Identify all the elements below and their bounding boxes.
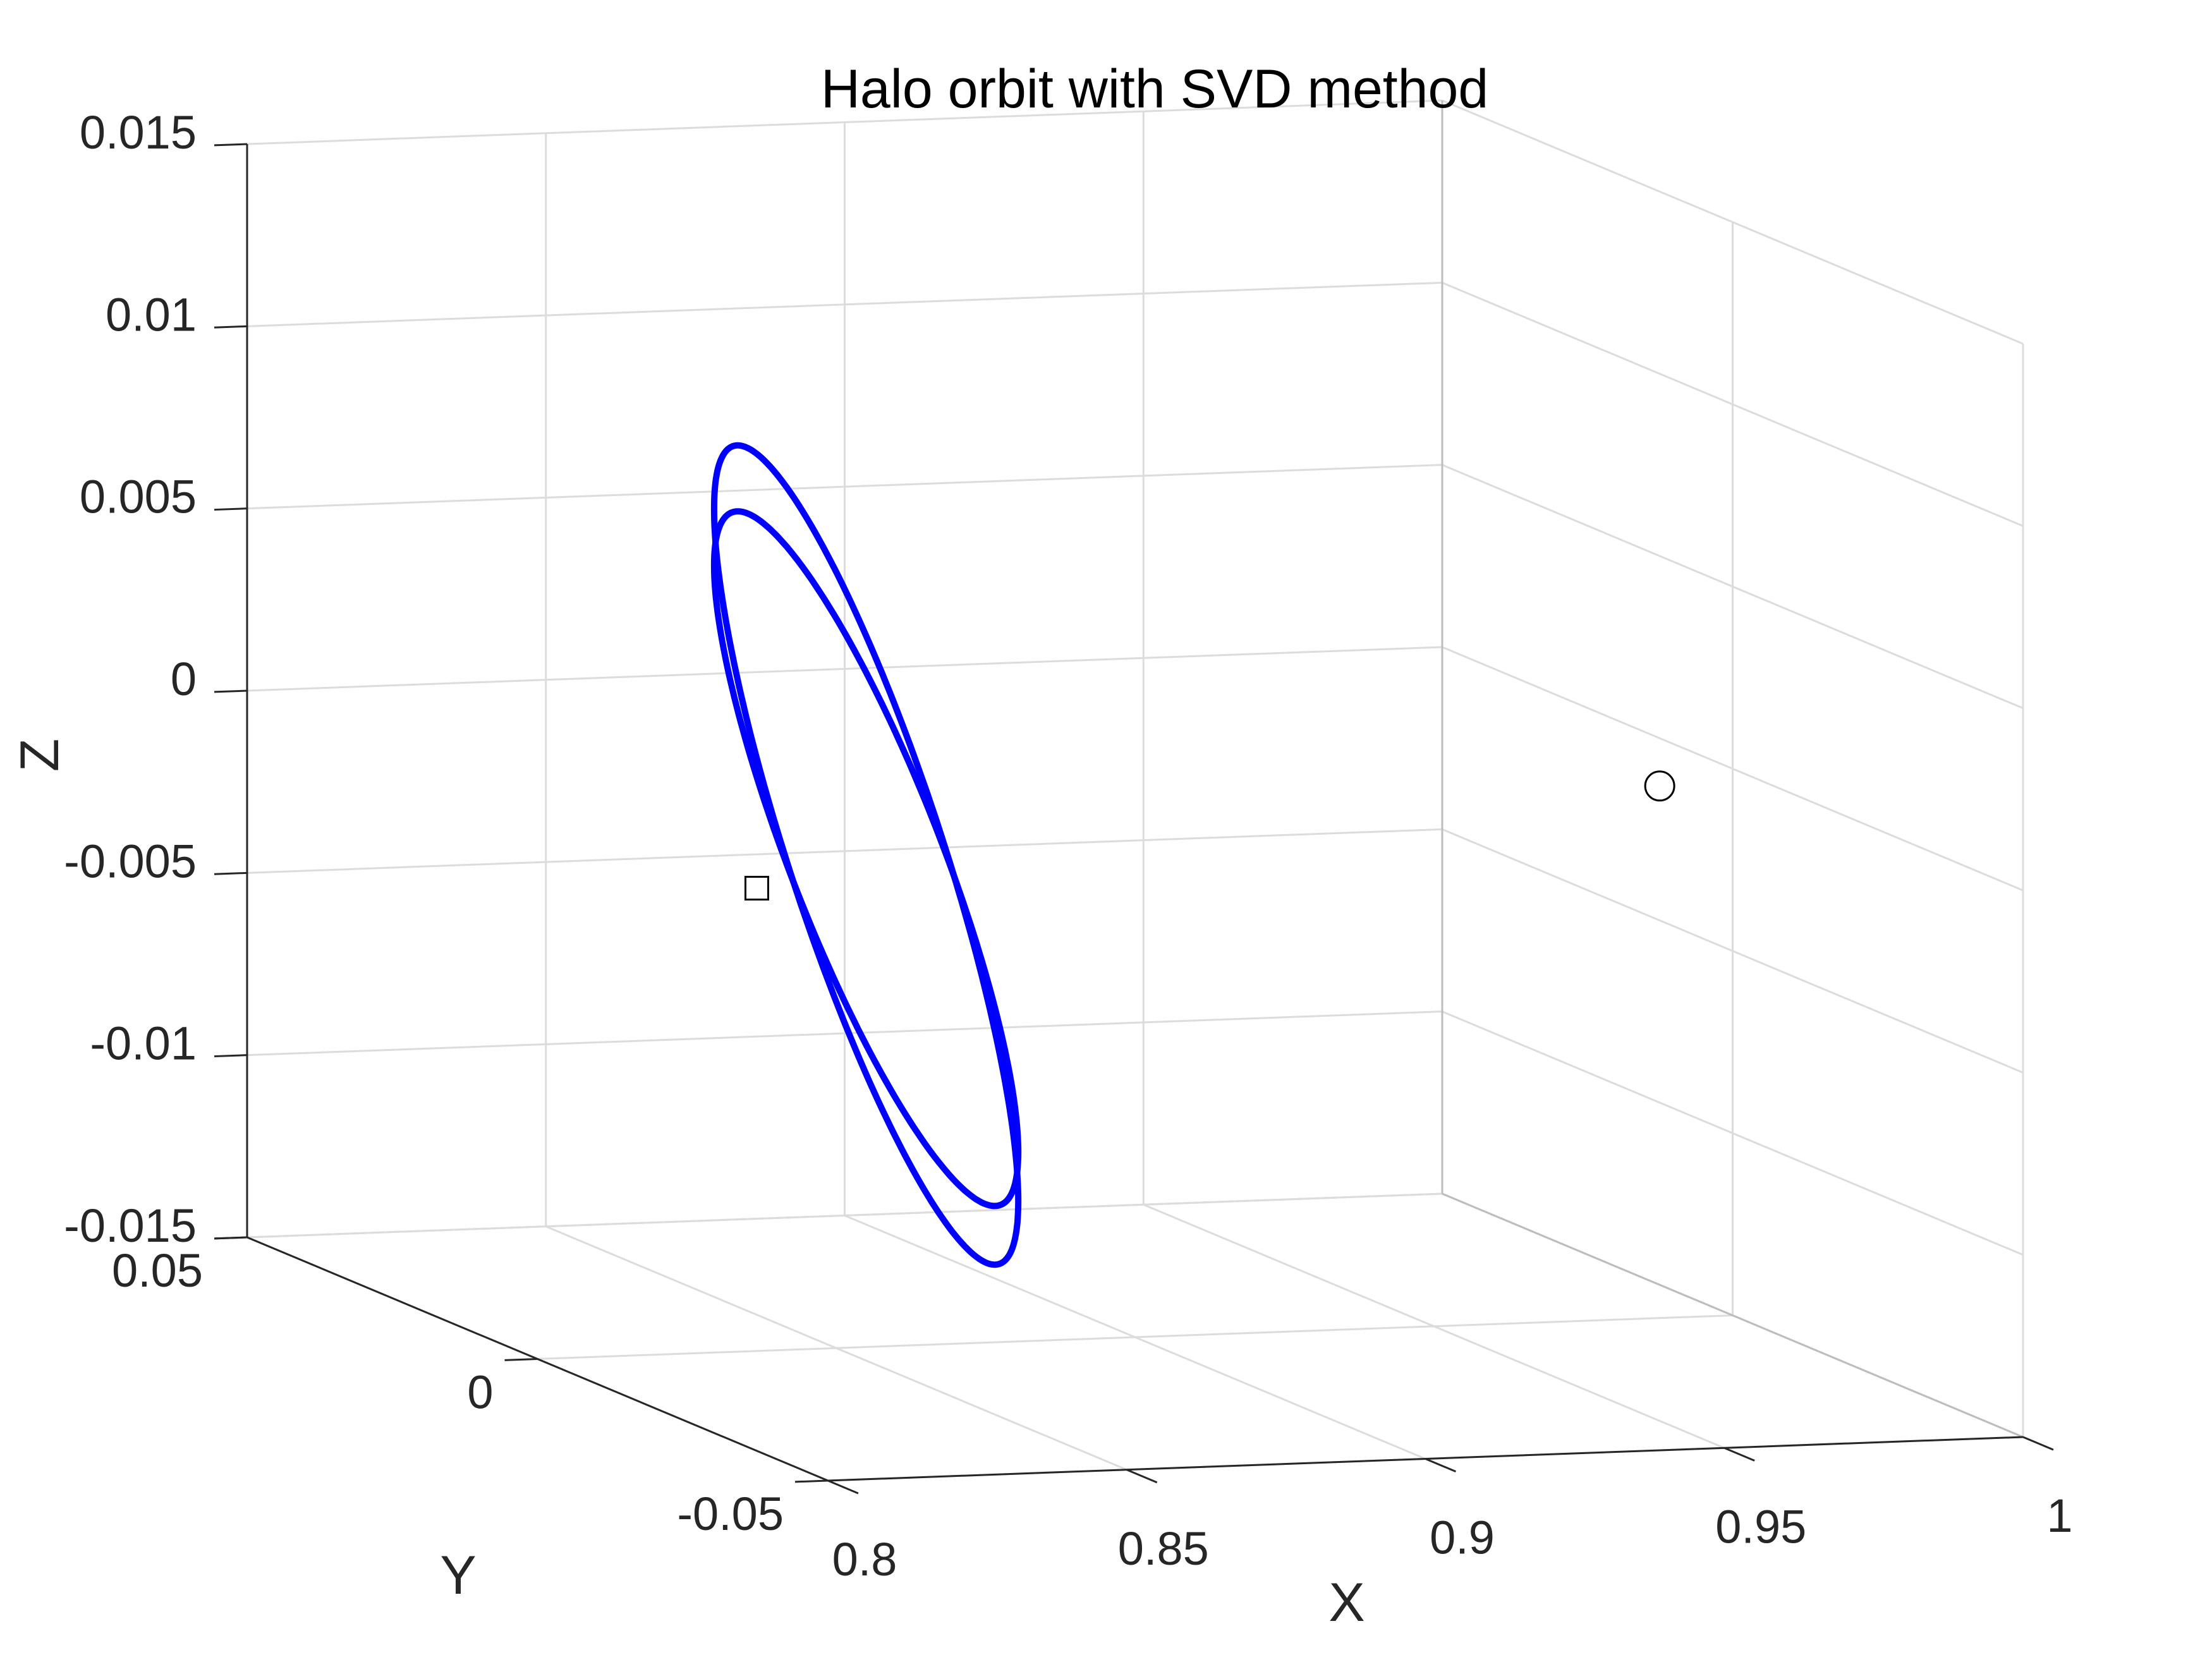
x-tick-label-4: 1 [2046,1489,2072,1542]
z-tick-label-6: 0.015 [80,106,197,159]
x-tick-mark-3 [1723,1447,1755,1462]
orbit-loop-1 [710,508,1022,1210]
marker-square-0 [744,875,769,901]
grid-line-side-z-3 [1442,646,2024,892]
y-tick-mark-0 [794,1479,829,1483]
box-edge-floor-right [1442,1192,2024,1438]
z-tick-mark-4 [214,507,248,511]
grid-line-side-z-2 [1442,828,2024,1074]
x-tick-label-0: 0.8 [832,1533,897,1586]
y-axis-label: Y [440,1545,476,1606]
y-tick-mark-1 [504,1358,538,1361]
grid-line-back-z-5 [246,281,1443,327]
grid-layer [246,99,2024,1482]
label-layer: Halo orbit with SVD method Z Y X 0.8 0.85… [9,59,2073,1633]
x-tick-mark-1 [1126,1469,1158,1484]
grid-line-back-z-6 [246,99,1443,145]
grid-line-floor-y-2 [246,1192,1443,1239]
x-tick-label-3: 0.95 [1715,1500,1806,1553]
marker-layer [744,770,1675,901]
grid-line-back-z-2 [246,828,1443,874]
z-tick-mark-3 [214,689,248,693]
z-tick-mark-6 [214,143,248,147]
y-tick-label-0: -0.05 [677,1488,784,1540]
z-tick-mark-1 [214,1054,248,1058]
marker-circle-1 [1644,770,1675,802]
x-axis-label: X [1328,1572,1364,1633]
z-tick-label-1: -0.01 [90,1017,197,1070]
chart-title: Halo orbit with SVD method [821,59,1488,119]
x-tick-label-2: 0.9 [1430,1512,1495,1564]
x-tick-mark-4 [2022,1436,2054,1451]
grid-line-back-z-3 [246,646,1443,692]
z-axis-label: Z [9,739,70,772]
z-tick-mark-0 [214,1236,248,1240]
z-tick-label-2: -0.005 [64,835,197,887]
z-tick-mark-2 [214,871,248,875]
axis-layer [214,100,2054,1495]
grid-line-back-z-1 [246,1010,1443,1057]
z-tick-label-4: 0.005 [80,471,197,523]
grid-line-floor-y-1 [537,1314,1733,1360]
z-tick-mark-5 [214,325,248,329]
grid-line-side-z-4 [1442,464,2024,710]
orbit-loop-0 [710,442,1022,1268]
orbit-curve-layer [710,442,1022,1268]
x-tick-label-1: 0.85 [1118,1522,1209,1575]
y-tick-label-1: 0 [467,1366,493,1419]
y-tick-label-2: 0.05 [112,1244,203,1297]
grid-line-side-z-6 [1442,99,2024,345]
grid-line-side-z-5 [1442,281,2024,527]
z-tick-label-3: 0 [171,653,197,705]
grid-line-side-z-1 [1442,1010,2024,1256]
z-tick-label-5: 0.01 [106,288,197,341]
x-tick-mark-2 [1425,1458,1457,1472]
x-tick-mark-0 [827,1479,859,1495]
z-tick-label-0: -0.015 [64,1199,197,1252]
grid-line-back-z-4 [246,464,1443,510]
